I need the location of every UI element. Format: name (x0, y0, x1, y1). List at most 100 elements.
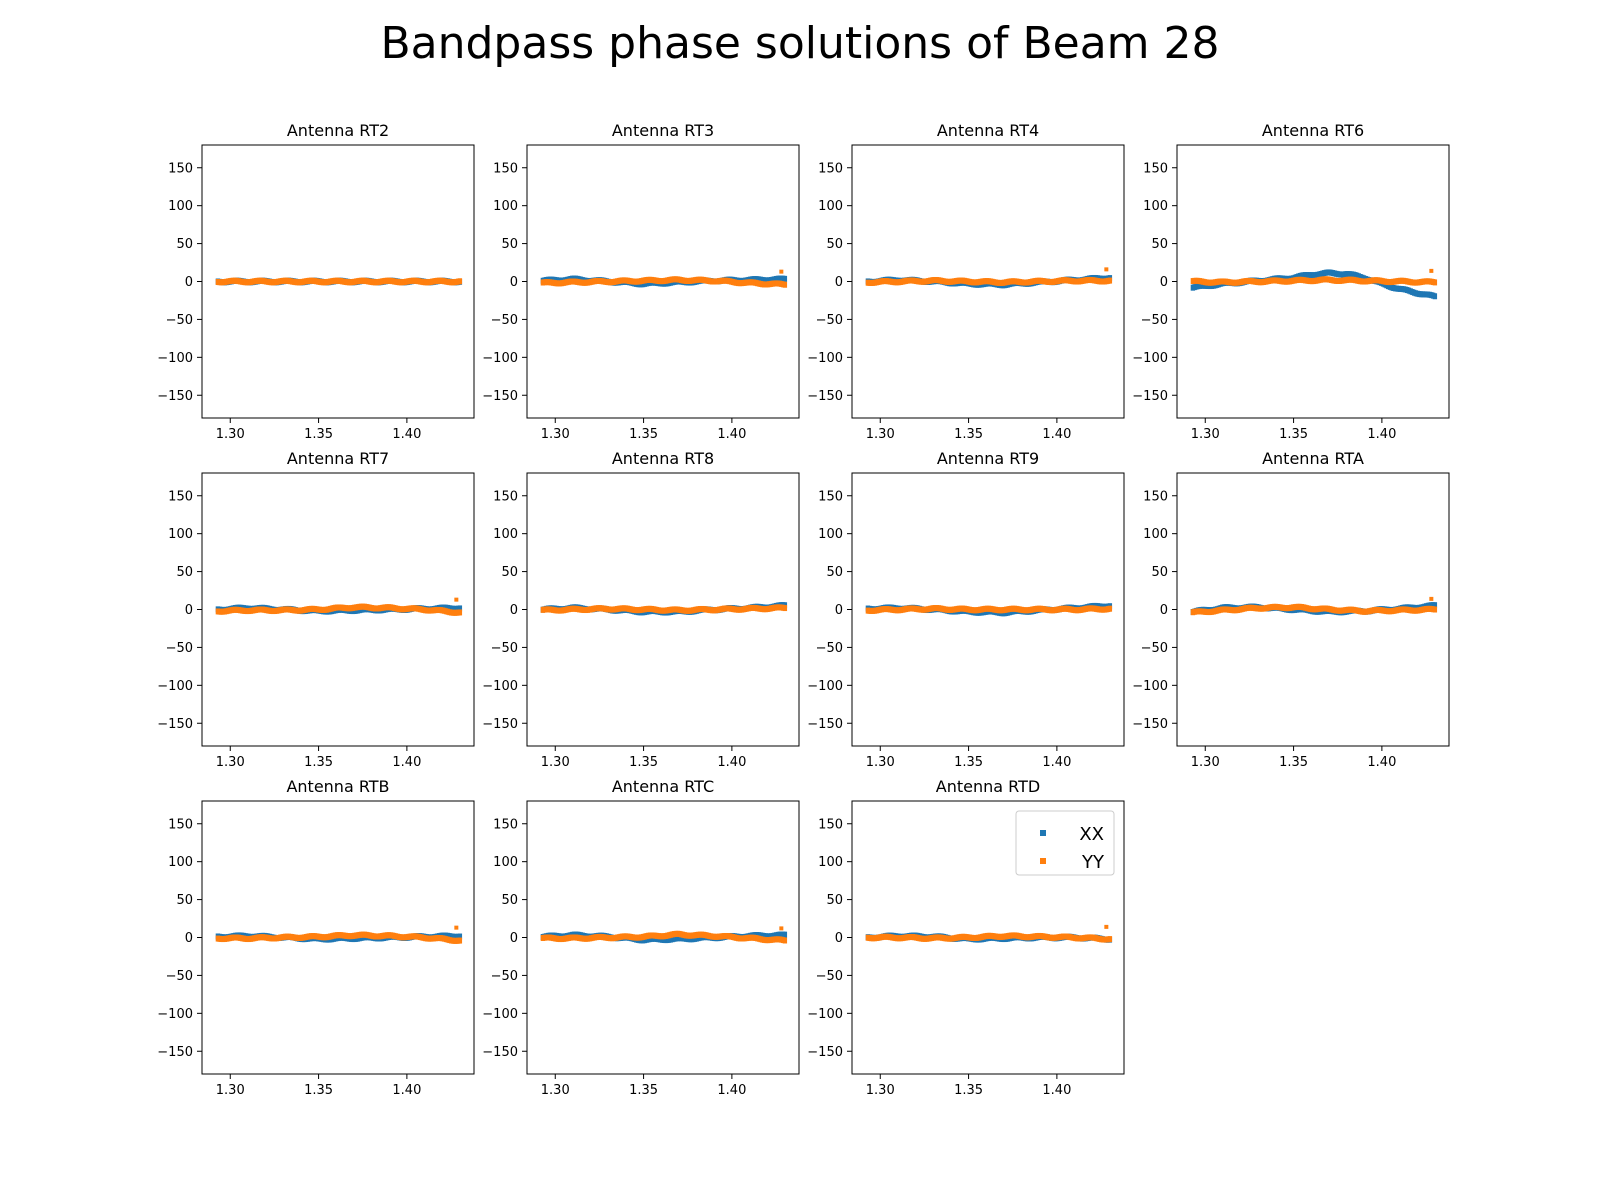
y-tick-label: 100 (1143, 199, 1168, 214)
x-tick-label: 1.30 (1191, 427, 1220, 442)
axes-frame (1176, 144, 1450, 419)
plot-area (865, 267, 1113, 289)
legend-label: YY (1081, 852, 1105, 873)
x-tick-label: 1.40 (717, 427, 746, 442)
x-tick-label: 1.35 (954, 755, 983, 770)
y-tick-label: 100 (493, 855, 518, 870)
axes-frame (1176, 472, 1450, 747)
x-tick-label: 1.35 (954, 427, 983, 442)
y-tick-label: −150 (1132, 389, 1168, 404)
panel: Antenna RT7 150 100 50 0 −50 −100 −150 1.30 1.35 1… (157, 449, 475, 770)
y-tick-label: 150 (493, 489, 518, 504)
data-point (782, 605, 788, 612)
panel: Antenna RT2 150 100 50 0 −50 −100 −150 1.30 1.35 1… (157, 121, 475, 442)
y-tick-label: 100 (818, 855, 843, 870)
panel: Antenna RTB 150 100 50 0 −50 −100 −150 1.30 1.35 1… (157, 777, 475, 1098)
y-tick-label: −50 (491, 313, 518, 328)
x-tick-label: 1.35 (1279, 755, 1308, 770)
plot-area (865, 924, 1113, 943)
y-tick-label: −50 (816, 313, 843, 328)
y-tick-label: 100 (818, 527, 843, 542)
x-tick-label: 1.30 (216, 427, 245, 442)
data-point (782, 281, 788, 288)
x-tick-label: 1.35 (629, 755, 658, 770)
y-tick-label: −50 (491, 969, 518, 984)
panel: Antenna RT9 150 100 50 0 −50 −100 −150 1.30 1.35 1… (807, 449, 1125, 770)
y-tick-label: 100 (1143, 527, 1168, 542)
x-tick-label: 1.40 (392, 755, 421, 770)
data-point (782, 937, 788, 944)
axes-frame (201, 472, 475, 747)
data-point (1107, 936, 1113, 943)
data-point (457, 609, 463, 616)
x-tick-label: 1.30 (866, 1083, 895, 1098)
panel-title: Antenna RTA (1262, 449, 1364, 468)
y-tick-label: −150 (157, 389, 193, 404)
outlier-point (454, 925, 459, 930)
y-tick-label: 0 (1160, 275, 1168, 290)
y-tick-label: 150 (493, 161, 518, 176)
figure-title: Bandpass phase solutions of Beam 28 (380, 18, 1219, 69)
y-tick-label: 150 (818, 817, 843, 832)
y-tick-label: −100 (482, 351, 518, 366)
axes-frame (851, 144, 1125, 419)
y-tick-label: 50 (826, 565, 843, 580)
x-tick-label: 1.40 (392, 427, 421, 442)
series-yy (540, 930, 788, 944)
y-tick-label: 100 (493, 527, 518, 542)
y-tick-label: −150 (482, 1045, 518, 1060)
axes-frame (851, 800, 1125, 1075)
legend-marker-yy (1040, 858, 1046, 864)
x-tick-label: 1.35 (629, 427, 658, 442)
panel: Antenna RTD 150 100 50 0 −50 −100 −150 1.30 1.35 1… (807, 777, 1125, 1098)
data-point (1432, 293, 1438, 300)
y-tick-label: −150 (482, 389, 518, 404)
y-tick-label: 100 (493, 199, 518, 214)
y-tick-label: −50 (166, 641, 193, 656)
series-yy (215, 931, 463, 944)
outlier-point (779, 269, 784, 274)
y-tick-label: 50 (1151, 237, 1168, 252)
y-tick-label: 150 (168, 161, 193, 176)
y-tick-label: 100 (168, 527, 193, 542)
outlier-point (779, 926, 784, 931)
panel-title: Antenna RT2 (287, 121, 389, 140)
y-tick-label: −50 (1141, 641, 1168, 656)
panel: Antenna RT8 150 100 50 0 −50 −100 −150 1.30 1.35 1… (482, 449, 800, 770)
y-tick-label: 0 (185, 275, 193, 290)
panel: Antenna RT6 150 100 50 0 −50 −100 −150 1.30 1.35 1… (1132, 121, 1450, 442)
data-point (457, 933, 463, 940)
panel-title: Antenna RTC (612, 777, 714, 796)
panel-grid: Antenna RT2 150 100 50 0 −50 −100 −150 1.30 1.35 1… (157, 121, 1450, 1098)
x-tick-label: 1.40 (1367, 755, 1396, 770)
panel: Antenna RT4 150 100 50 0 −50 −100 −150 1.30 1.35 1… (807, 121, 1125, 442)
plot-area (540, 602, 788, 616)
y-tick-label: −50 (1141, 313, 1168, 328)
y-tick-label: −100 (482, 679, 518, 694)
x-tick-label: 1.30 (541, 427, 570, 442)
x-tick-label: 1.30 (866, 427, 895, 442)
x-tick-label: 1.40 (1042, 1083, 1071, 1098)
y-tick-label: −100 (807, 351, 843, 366)
y-tick-label: 0 (510, 275, 518, 290)
x-tick-label: 1.40 (1042, 427, 1071, 442)
panel-title: Antenna RT3 (612, 121, 714, 140)
x-tick-label: 1.40 (1367, 427, 1396, 442)
plot-area (1190, 596, 1438, 616)
series-yy (1190, 603, 1438, 616)
y-tick-label: 50 (501, 893, 518, 908)
y-tick-label: −100 (157, 351, 193, 366)
y-tick-label: −150 (157, 1045, 193, 1060)
axes-frame (201, 144, 475, 419)
data-point (782, 275, 788, 282)
panel-title: Antenna RT7 (287, 449, 389, 468)
series-yy (215, 603, 463, 616)
y-tick-label: 100 (168, 855, 193, 870)
data-point (1432, 279, 1438, 286)
panel: Antenna RTA 150 100 50 0 −50 −100 −150 1.30 1.35 1… (1132, 449, 1450, 770)
y-tick-label: 0 (185, 931, 193, 946)
plot-area (215, 277, 463, 286)
data-point (782, 931, 788, 938)
series-yy (865, 605, 1113, 614)
y-tick-label: 0 (185, 603, 193, 618)
